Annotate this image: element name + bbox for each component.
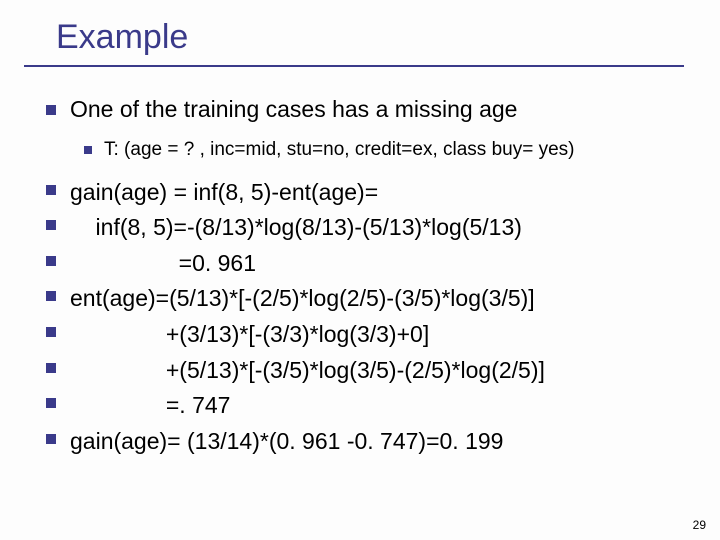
- square-bullet-icon: [46, 363, 56, 373]
- line-text: gain(age) = inf(8, 5)-ent(age)=: [70, 175, 378, 211]
- square-bullet-icon: [46, 185, 56, 195]
- slide: Example One of the training cases has a …: [0, 0, 720, 540]
- square-bullet-icon: [46, 220, 56, 230]
- bullet-line: gain(age) = inf(8, 5)-ent(age)=: [46, 175, 680, 211]
- square-bullet-icon: [46, 105, 56, 115]
- intro-text: One of the training cases has a missing …: [70, 95, 517, 125]
- bullet-line: +(3/13)*[-(3/3)*log(3/3)+0]: [46, 317, 680, 353]
- bullet-line: =. 747: [46, 388, 680, 424]
- square-bullet-icon: [46, 327, 56, 337]
- square-bullet-icon: [46, 291, 56, 301]
- bullet-line: ent(age)=(5/13)*[-(2/5)*log(2/5)-(3/5)*l…: [46, 281, 680, 317]
- bullet-line: =0. 961: [46, 246, 680, 282]
- sub-bullet-line: T: (age = ? , inc=mid, stu=no, credit=ex…: [84, 137, 680, 163]
- bullet-line: gain(age)= (13/14)*(0. 961 -0. 747)=0. 1…: [46, 424, 680, 460]
- sub-bullet-wrap: T: (age = ? , inc=mid, stu=no, credit=ex…: [46, 131, 680, 175]
- bullet-line-intro: One of the training cases has a missing …: [46, 95, 680, 125]
- line-text: +(3/13)*[-(3/3)*log(3/3)+0]: [70, 317, 429, 353]
- page-number: 29: [693, 518, 706, 532]
- bullet-line: inf(8, 5)=-(8/13)*log(8/13)-(5/13)*log(5…: [46, 210, 680, 246]
- slide-content: One of the training cases has a missing …: [0, 67, 720, 460]
- line-text: =0. 961: [70, 246, 256, 282]
- square-bullet-icon: [46, 434, 56, 444]
- line-text: inf(8, 5)=-(8/13)*log(8/13)-(5/13)*log(5…: [70, 210, 522, 246]
- slide-title: Example: [56, 18, 720, 57]
- square-bullet-icon: [84, 146, 92, 154]
- line-text: gain(age)= (13/14)*(0. 961 -0. 747)=0. 1…: [70, 424, 503, 460]
- square-bullet-icon: [46, 398, 56, 408]
- square-bullet-icon: [46, 256, 56, 266]
- line-text: =. 747: [70, 388, 230, 424]
- line-text: +(5/13)*[-(3/5)*log(3/5)-(2/5)*log(2/5)]: [70, 353, 545, 389]
- sub-text: T: (age = ? , inc=mid, stu=no, credit=ex…: [104, 137, 574, 163]
- title-area: Example: [0, 0, 720, 57]
- bullet-line: +(5/13)*[-(3/5)*log(3/5)-(2/5)*log(2/5)]: [46, 353, 680, 389]
- line-text: ent(age)=(5/13)*[-(2/5)*log(2/5)-(3/5)*l…: [70, 281, 535, 317]
